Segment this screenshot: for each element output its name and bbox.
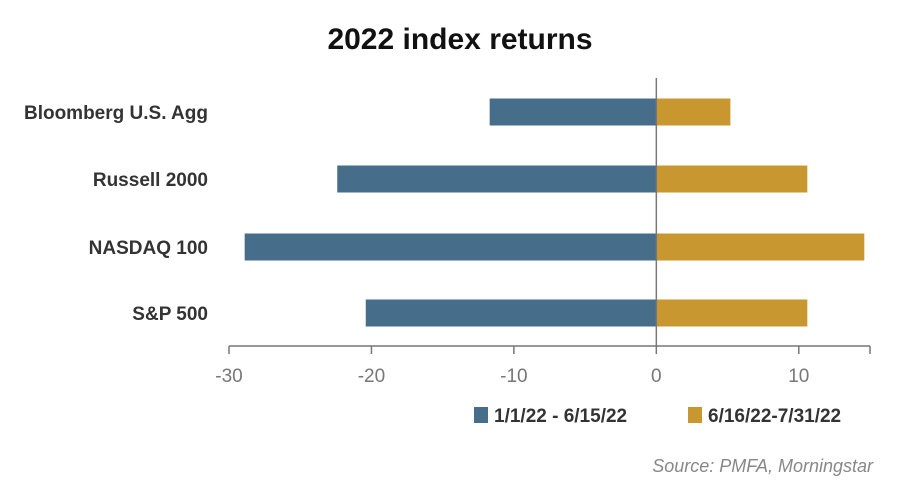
bar-series1-1 (489, 98, 657, 126)
bar-series2-1 (656, 98, 731, 126)
chart-title: 2022 index returns (327, 23, 592, 56)
bar-series1-4 (365, 299, 657, 327)
x-tick-label: -10 (500, 366, 527, 387)
legend-swatch (688, 407, 702, 423)
legend-label: 1/1/22 - 6/15/22 (494, 406, 627, 427)
bar-series2-2 (656, 165, 808, 193)
bar-series2-3 (656, 233, 865, 261)
category-label: NASDAQ 100 (89, 238, 208, 259)
bar-series1-2 (337, 165, 657, 193)
bar-series2-4 (656, 299, 808, 327)
bar-series1-3 (244, 233, 657, 261)
source-note: Source: PMFA, Morningstar (652, 456, 874, 476)
category-label: S&P 500 (132, 304, 208, 325)
category-label: Russell 2000 (93, 170, 208, 191)
x-tick-label: -30 (215, 366, 242, 387)
x-tick-label: 10 (788, 366, 809, 387)
legend-swatch (474, 407, 488, 423)
category-label: Bloomberg U.S. Agg (24, 103, 208, 124)
x-tick-label: -20 (358, 366, 385, 387)
legend-label: 6/16/22-7/31/22 (708, 406, 841, 427)
x-tick-label: 0 (651, 366, 662, 387)
